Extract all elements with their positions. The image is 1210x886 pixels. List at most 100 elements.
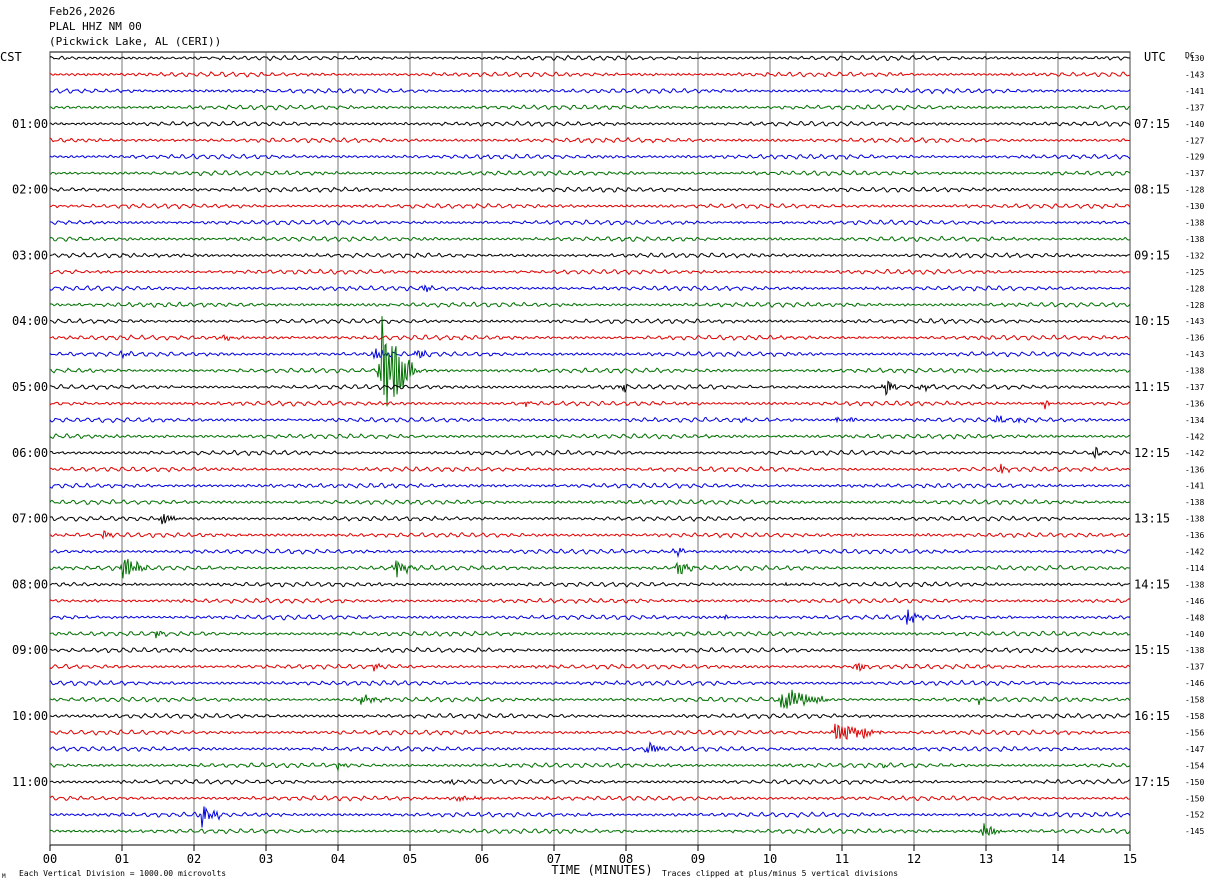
- x-tick-label: 12: [907, 852, 921, 866]
- seismic-trace: [49, 446, 1131, 460]
- dc-offset-label: -141: [1185, 87, 1204, 96]
- dc-offset-label: -152: [1185, 811, 1204, 820]
- dc-offset-label: -154: [1185, 761, 1204, 770]
- dc-offset-label: -137: [1185, 103, 1204, 112]
- seismic-trace: [49, 482, 1131, 489]
- seismic-trace: [49, 741, 1131, 753]
- dc-offset-label: -125: [1185, 268, 1204, 277]
- seismic-trace: [49, 380, 1131, 397]
- seismic-traces: [49, 54, 1131, 837]
- dc-offset-label: -128: [1185, 186, 1204, 195]
- seismic-trace: [49, 136, 1131, 144]
- footer-clip-note: Traces clipped at plus/minus 5 vertical …: [662, 869, 898, 878]
- seismic-trace: [49, 558, 1131, 579]
- x-tick-label: 01: [115, 852, 129, 866]
- dc-offset-label: -158: [1185, 712, 1204, 721]
- header-station: PLAL HHZ NM 00: [49, 20, 142, 33]
- seismic-trace: [49, 219, 1131, 226]
- corner-mark: M: [2, 873, 6, 880]
- dc-offset-label: -158: [1185, 696, 1204, 705]
- seismic-trace: [49, 284, 1131, 293]
- x-tick-label: 13: [979, 852, 993, 866]
- seismic-trace: [49, 399, 1131, 410]
- seismic-trace: [49, 202, 1131, 210]
- dc-offset-label: -138: [1185, 367, 1204, 376]
- dc-offset-label: -136: [1185, 465, 1204, 474]
- seismic-trace: [49, 762, 1131, 773]
- seismic-trace: [49, 513, 1131, 525]
- seismic-trace: [49, 414, 1131, 424]
- cst-hour-label: 06:00: [12, 446, 48, 460]
- dc-offset-label: -136: [1185, 334, 1204, 343]
- x-tick-label: 15: [1123, 852, 1137, 866]
- x-tick-label: 02: [187, 852, 201, 866]
- utc-hour-label: 09:15: [1134, 248, 1170, 262]
- dc-offset-label: -146: [1185, 597, 1204, 606]
- dc-offset-label: -140: [1185, 630, 1204, 639]
- grid-lines: [49, 51, 1131, 851]
- utc-hour-label: 08:15: [1134, 183, 1170, 197]
- x-tick-label: 05: [403, 852, 417, 866]
- seismic-trace: [49, 301, 1131, 309]
- seismic-trace: [49, 530, 1131, 540]
- dc-offset-label: -147: [1185, 745, 1204, 754]
- seismic-trace: [49, 433, 1131, 440]
- dc-offset-label: -146: [1185, 679, 1204, 688]
- utc-hour-label: 10:15: [1134, 314, 1170, 328]
- dc-offset-label: -140: [1185, 120, 1204, 129]
- x-tick-label: 03: [259, 852, 273, 866]
- seismic-trace: [49, 597, 1131, 605]
- utc-hour-label: 14:15: [1134, 577, 1170, 591]
- dc-offset-label: -129: [1185, 153, 1204, 162]
- cst-hour-label: 02:00: [12, 183, 48, 197]
- utc-hour-label: 15:15: [1134, 643, 1170, 657]
- seismic-trace: [49, 87, 1131, 95]
- cst-hour-label: 07:00: [12, 512, 48, 526]
- seismic-trace: [49, 104, 1131, 111]
- dc-offset-label: -138: [1185, 646, 1204, 655]
- dc-offset-label: -156: [1185, 728, 1204, 737]
- cst-hour-label: 09:00: [12, 643, 48, 657]
- axes-labels: 00 01 02 03 04 05 06 07 08 09 10 11 12 13 14 15 -130 -143…: [0, 50, 1204, 880]
- seismic-trace: [49, 679, 1131, 687]
- seismic-trace: [49, 795, 1131, 803]
- utc-label: UTC: [1144, 50, 1166, 64]
- seismic-trace: [49, 251, 1131, 259]
- utc-hour-label: 07:15: [1134, 117, 1170, 131]
- dc-offset-label: -137: [1185, 383, 1204, 392]
- seismic-trace: [49, 581, 1131, 588]
- dc-offset-label: -128: [1185, 284, 1204, 293]
- dc-offset-label: -134: [1185, 416, 1204, 425]
- cst-hour-label: 11:00: [12, 775, 48, 789]
- dc-offset-label: -141: [1185, 482, 1204, 491]
- seismic-trace: [49, 498, 1131, 506]
- seismic-trace: [49, 609, 1131, 625]
- cst-hour-label: 01:00: [12, 117, 48, 131]
- plot-frame: [49, 51, 1131, 846]
- cst-hour-label: 03:00: [12, 248, 48, 262]
- header-date: Feb26,2026: [49, 5, 116, 18]
- dc-offset-label: -130: [1185, 202, 1204, 211]
- seismic-trace: [49, 153, 1131, 160]
- dc-offset-label: -137: [1185, 663, 1204, 672]
- seismic-trace: [49, 723, 1131, 741]
- cst-hour-label: 08:00: [12, 577, 48, 591]
- x-tick-label: 06: [475, 852, 489, 866]
- seismic-trace: [49, 268, 1131, 276]
- seismic-trace: [49, 778, 1131, 786]
- seismic-trace: [49, 823, 1131, 837]
- cst-hour-label: 05:00: [12, 380, 48, 394]
- utc-hour-label: 17:15: [1134, 775, 1170, 789]
- x-tick-label: 10: [763, 852, 777, 866]
- dc-offset-label: -128: [1185, 301, 1204, 310]
- x-tick-label: 00: [43, 852, 57, 866]
- dc-offset-label: -150: [1185, 778, 1204, 787]
- cst-label: CST: [0, 50, 22, 64]
- x-tick-label: 11: [835, 852, 849, 866]
- dc-offset-label: -127: [1185, 136, 1204, 145]
- dc-offset-label: -142: [1185, 449, 1204, 458]
- dc-offset-label: -142: [1185, 432, 1204, 441]
- dc-offset-label: -136: [1185, 399, 1204, 408]
- seismic-trace: [49, 71, 1131, 78]
